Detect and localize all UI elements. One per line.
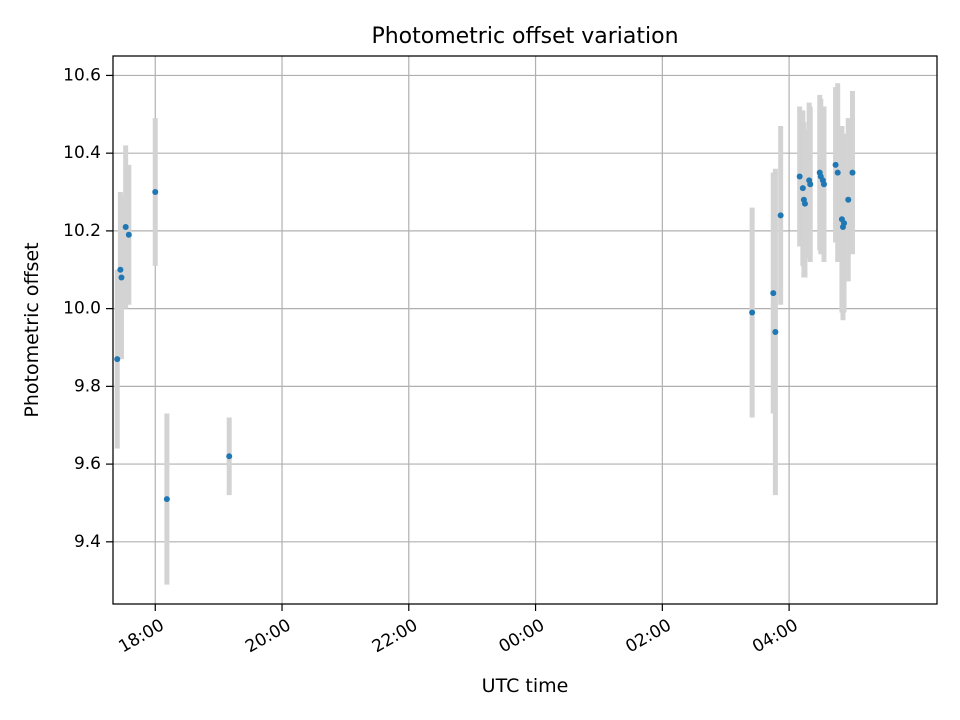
data-point (832, 161, 839, 168)
y-tick-label: 9.6 (74, 454, 101, 474)
data-point (117, 266, 124, 273)
data-point (749, 309, 756, 316)
y-tick-label: 10.0 (63, 299, 101, 319)
data-point (807, 181, 814, 188)
data-point (163, 496, 170, 503)
data-point (799, 185, 806, 192)
y-tick-label: 9.4 (74, 532, 101, 552)
data-point (834, 169, 841, 176)
data-point (801, 200, 808, 207)
data-point (125, 231, 132, 238)
data-point (841, 220, 848, 227)
data-point (777, 212, 784, 219)
data-point (845, 196, 852, 203)
data-point (114, 356, 121, 363)
plot-frame (112, 55, 938, 605)
data-points (114, 161, 856, 503)
data-point (796, 173, 803, 180)
data-point (772, 328, 779, 335)
x-axis-label: UTC time (482, 675, 569, 697)
data-point (770, 290, 777, 297)
grid (113, 56, 937, 604)
data-point (849, 169, 856, 176)
y-tick-label: 10.2 (63, 221, 101, 241)
y-axis: 9.4 9.6 9.8 10.0 10.2 10.4 10.6 (63, 65, 113, 552)
data-point (226, 453, 233, 460)
data-point (820, 181, 827, 188)
y-tick-label: 10.4 (63, 143, 101, 163)
data-point (122, 224, 129, 231)
y-tick-label: 9.8 (74, 376, 101, 396)
data-point (118, 274, 125, 281)
y-tick-label: 10.6 (63, 65, 101, 85)
data-point (152, 189, 159, 196)
chart-title: Photometric offset variation (371, 24, 678, 49)
y-axis-label: Photometric offset (21, 242, 43, 417)
